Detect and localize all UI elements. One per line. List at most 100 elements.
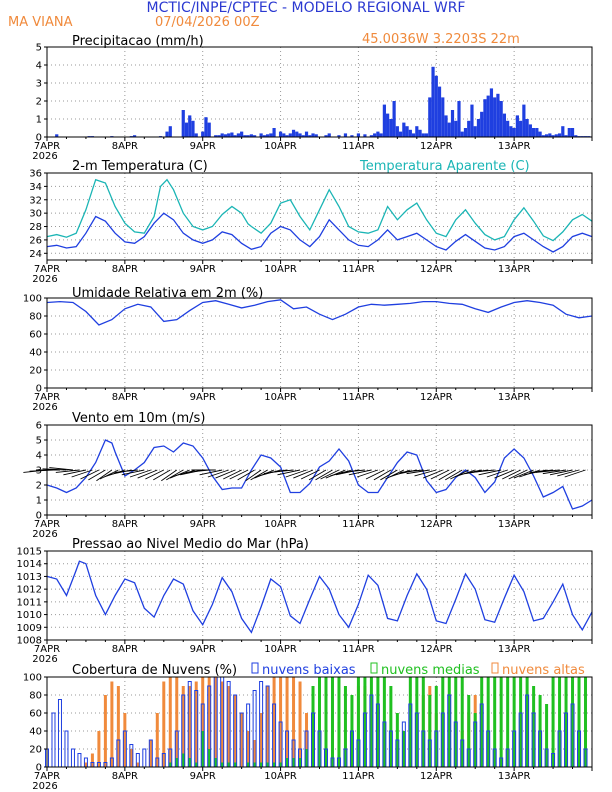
precip-bar xyxy=(402,122,406,137)
wind-barb xyxy=(380,469,398,481)
precip-bar xyxy=(240,131,244,137)
wind-barb xyxy=(486,469,508,478)
cloud-bar xyxy=(428,695,432,767)
y-tick-label: 80 xyxy=(29,312,42,323)
series-line xyxy=(46,560,593,634)
precip-bar xyxy=(467,120,471,137)
cloud-bar xyxy=(298,681,302,767)
series-line xyxy=(46,178,593,242)
cloud-bar xyxy=(298,758,302,767)
cloud-bar xyxy=(441,677,445,767)
precip-bar xyxy=(308,135,312,137)
x-tick-label: 12APR xyxy=(420,141,453,152)
y-tick-label: 1013 xyxy=(17,572,42,583)
cloud-bar xyxy=(330,677,334,767)
cloud-bar xyxy=(136,762,140,767)
y-tick-label: 0 xyxy=(36,763,42,774)
precip-bar xyxy=(188,115,192,137)
wind-barb xyxy=(430,469,450,480)
x-tick-label: 13APR xyxy=(498,771,531,782)
y-tick-label: 30 xyxy=(29,209,42,220)
x-year-label: 2026 xyxy=(32,529,57,540)
y-tick-label: 1011 xyxy=(17,597,42,608)
x-tick-label: 12APR xyxy=(420,519,453,530)
x-tick-label: 12APR xyxy=(420,264,453,275)
x-tick-label: 11APR xyxy=(342,141,375,152)
precip-bar xyxy=(538,131,542,137)
wind-barb xyxy=(508,469,528,480)
series-line xyxy=(46,299,593,326)
x-tick-label: 12APR xyxy=(420,644,453,655)
wind-barb xyxy=(422,469,443,479)
precip-bar xyxy=(509,126,513,137)
cloud-bar xyxy=(434,686,438,767)
precip-bar xyxy=(343,133,348,137)
wind-barb xyxy=(320,469,340,480)
precip-bar xyxy=(454,120,458,137)
y-tick-label: 80 xyxy=(29,691,42,702)
x-tick-label: 9APR xyxy=(190,264,216,275)
precip-bar xyxy=(324,135,328,137)
wind-barb xyxy=(564,469,586,478)
precip-bar xyxy=(418,129,422,137)
legend-cloud-mid: nuvens medias xyxy=(381,663,480,678)
cloud-bar xyxy=(168,762,172,767)
cloud-bar xyxy=(343,686,347,767)
precip-bar xyxy=(314,134,318,137)
cloud-bar xyxy=(149,740,153,767)
header-coords: 45.0036W 3.2203S 22m xyxy=(362,32,520,47)
cloud-bar xyxy=(279,762,283,767)
precip-bar xyxy=(295,131,299,137)
cloud-bar xyxy=(266,762,270,767)
wind-barb xyxy=(121,469,145,476)
precip-bar xyxy=(282,133,286,137)
wind-barb xyxy=(207,469,229,478)
y-tick-label: 1015 xyxy=(17,547,42,558)
y-tick-label: 0 xyxy=(36,511,42,522)
x-year-label: 2026 xyxy=(32,151,57,162)
wind-barb xyxy=(223,469,242,480)
cloud-bar xyxy=(181,753,185,767)
cloud-bar xyxy=(499,677,503,767)
precip-bar xyxy=(278,131,283,137)
precip-bar xyxy=(382,104,386,137)
precip-bar xyxy=(207,122,211,137)
y-tick-label: 34 xyxy=(29,182,42,193)
cloud-bar xyxy=(110,681,114,767)
cloud-bar xyxy=(356,677,360,767)
panel-title-wind: Vento em 10m (m/s) xyxy=(72,411,205,426)
y-tick-label: 1014 xyxy=(17,559,42,570)
x-tick-label: 9APR xyxy=(190,141,216,152)
precip-bar xyxy=(522,104,526,137)
precip-bar xyxy=(191,120,195,137)
x-tick-label: 11APR xyxy=(342,519,375,530)
precip-bar xyxy=(564,135,568,137)
precip-bar xyxy=(447,122,451,137)
x-tick-label: 13APR xyxy=(498,264,531,275)
precip-bar xyxy=(201,131,205,137)
precip-bar xyxy=(460,131,464,137)
wind-barb xyxy=(549,469,573,476)
precip-bar xyxy=(304,131,309,137)
precip-bar xyxy=(528,124,532,137)
panel-title-cloud: Cobertura de Nuvens (%) xyxy=(72,663,237,678)
y-tick-label: 26 xyxy=(29,235,42,246)
precip-bar xyxy=(415,126,419,137)
wind-barb xyxy=(406,469,430,475)
precip-bar xyxy=(236,133,240,137)
cloud-bar xyxy=(376,677,380,767)
wind-barb xyxy=(529,469,554,473)
cloud-bar xyxy=(519,677,523,767)
panel-frame xyxy=(46,46,593,138)
cloud-bar xyxy=(493,677,497,767)
x-tick-label: 10APR xyxy=(264,392,297,403)
cloud-bar xyxy=(188,686,192,767)
y-tick-label: 24 xyxy=(29,249,42,260)
wind-barb xyxy=(129,469,151,478)
y-tick-label: 2 xyxy=(36,97,42,108)
cloud-bar xyxy=(318,677,321,767)
cloud-bar xyxy=(292,758,296,767)
cloud-bar xyxy=(525,677,529,767)
cloud-bar xyxy=(389,686,393,767)
precip-bar xyxy=(55,134,59,137)
